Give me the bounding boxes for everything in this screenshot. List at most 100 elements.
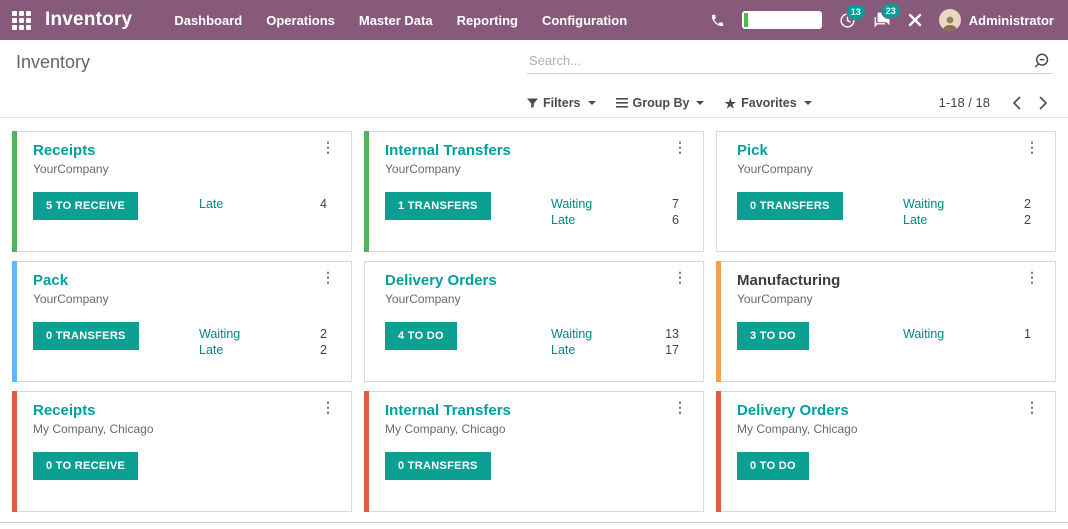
favorites-button[interactable]: ★ Favorites [724, 96, 812, 110]
caret-down-icon [696, 101, 705, 105]
menu-dashboard[interactable]: Dashboard [174, 12, 243, 28]
kebab-menu-icon[interactable]: ⋮ [1025, 139, 1039, 155]
menu-operations[interactable]: Operations [266, 12, 335, 28]
stat-value[interactable]: 2 [320, 327, 327, 341]
card-title[interactable]: Delivery Orders [385, 272, 497, 289]
kebab-menu-icon[interactable]: ⋮ [1025, 399, 1039, 415]
kanban-card[interactable]: ⋮ Internal Transfers YourCompany 1 TRANS… [364, 131, 704, 252]
search-options: Filters Group By ★ Favorites [527, 96, 812, 110]
kanban-view: ⋮ Receipts YourCompany 5 TO RECEIVE Late… [0, 118, 1068, 512]
card-title[interactable]: Pack [33, 272, 69, 289]
user-avatar[interactable] [938, 9, 961, 31]
kanban-card[interactable]: ⋮ Receipts YourCompany 5 TO RECEIVE Late… [12, 131, 352, 252]
stat-value[interactable]: 2 [1024, 197, 1031, 211]
card-action-button[interactable]: 0 TRANSFERS [737, 192, 843, 220]
kanban-card[interactable]: ⋮ Pick YourCompany 0 TRANSFERS Waiting 2 L… [716, 131, 1056, 252]
pager-next-button[interactable] [1035, 96, 1052, 110]
kanban-card[interactable]: ⋮ Internal Transfers My Company, Chicago… [364, 391, 704, 512]
stat-label[interactable]: Late [551, 213, 576, 227]
messages-button[interactable]: 23 [873, 3, 901, 29]
pager-range: 1-18 / 18 [938, 95, 990, 110]
kebab-menu-icon[interactable]: ⋮ [1025, 269, 1039, 285]
phone-icon[interactable] [710, 13, 725, 28]
card-title[interactable]: Internal Transfers [385, 402, 511, 419]
stat-value[interactable]: 2 [320, 343, 327, 357]
stat-value[interactable]: 2 [1024, 213, 1031, 227]
card-action-button[interactable]: 1 TRANSFERS [385, 192, 491, 220]
kebab-menu-icon[interactable]: ⋮ [321, 139, 335, 155]
card-action-button[interactable]: 0 TO RECEIVE [33, 452, 139, 480]
kanban-card[interactable]: ⋮ Pack YourCompany 0 TRANSFERS Waiting 2 L… [12, 261, 352, 382]
search-input[interactable] [527, 50, 1052, 74]
person-icon [942, 16, 957, 31]
apps-menu-icon[interactable] [12, 10, 31, 30]
stat-label[interactable]: Waiting [551, 197, 593, 211]
kebab-menu-icon[interactable]: ⋮ [321, 269, 335, 285]
stat-row: Waiting 13 [551, 326, 679, 342]
stat-row: Late 6 [551, 212, 679, 228]
pager-prev-button[interactable] [1008, 96, 1025, 110]
stat-label[interactable]: Waiting [551, 327, 593, 341]
stat-value[interactable]: 7 [672, 197, 679, 211]
menu-master-data[interactable]: Master Data [358, 12, 433, 28]
kebab-menu-icon[interactable]: ⋮ [673, 399, 687, 415]
kanban-card[interactable]: ⋮ Manufacturing YourCompany 3 TO DO Wait… [716, 261, 1056, 382]
card-stats: Waiting 7 Late 6 [551, 196, 679, 228]
timer-progress [743, 13, 748, 27]
filters-button[interactable]: Filters [527, 96, 596, 110]
card-company: YourCompany [33, 162, 109, 176]
card-action-button[interactable]: 4 TO DO [385, 322, 457, 350]
menu-reporting[interactable]: Reporting [456, 12, 518, 28]
stat-value[interactable]: 13 [665, 327, 679, 341]
card-action-button[interactable]: 5 TO RECEIVE [33, 192, 139, 220]
stat-label[interactable]: Late [551, 343, 576, 357]
kanban-card[interactable]: ⋮ Receipts My Company, Chicago 0 TO RECE… [12, 391, 352, 512]
card-title[interactable]: Receipts [33, 402, 96, 419]
card-accent-bar [716, 261, 721, 382]
stat-label[interactable]: Waiting [903, 197, 945, 211]
stat-label[interactable]: Late [199, 197, 224, 211]
kanban-card[interactable]: ⋮ Delivery Orders My Company, Chicago 0 … [716, 391, 1056, 512]
stat-label[interactable]: Late [903, 213, 928, 227]
group-by-button[interactable]: Group By [615, 96, 705, 110]
activities-button[interactable]: 13 [839, 3, 866, 29]
menu-configuration[interactable]: Configuration [541, 12, 628, 28]
caret-down-icon [587, 101, 596, 105]
card-action-button[interactable]: 0 TRANSFERS [33, 322, 139, 350]
kebab-menu-icon[interactable]: ⋮ [673, 269, 687, 285]
timer-widget[interactable] [741, 11, 822, 29]
stat-value[interactable]: 6 [672, 213, 679, 227]
stat-row: Late 2 [903, 212, 1031, 228]
card-title[interactable]: Pick [737, 142, 768, 159]
tools-icon[interactable] [908, 13, 922, 27]
card-company: YourCompany [737, 162, 813, 176]
search-magnifier-icon[interactable] [1034, 52, 1052, 70]
control-panel: Inventory Filters Group By ★ Favorites 1… [0, 40, 1068, 118]
stat-label[interactable]: Late [199, 343, 224, 357]
stat-label[interactable]: Waiting [903, 327, 945, 341]
card-stats: Waiting 13 Late 17 [551, 326, 679, 358]
user-name[interactable]: Administrator [968, 12, 1054, 28]
kebab-menu-icon[interactable]: ⋮ [321, 399, 335, 415]
card-action-button[interactable]: 0 TO DO [737, 452, 809, 480]
stat-row: Waiting 2 [199, 326, 327, 342]
pager: 1-18 / 18 [939, 95, 1052, 110]
card-accent-bar [364, 391, 369, 512]
kebab-menu-icon[interactable]: ⋮ [673, 139, 687, 155]
card-title[interactable]: Manufacturing [737, 272, 841, 289]
bottom-divider [0, 522, 1068, 523]
card-accent-bar [12, 261, 17, 382]
app-title[interactable]: Inventory [45, 9, 133, 30]
breadcrumb[interactable]: Inventory [16, 52, 91, 72]
stat-value[interactable]: 17 [665, 343, 679, 357]
card-action-button[interactable]: 0 TRANSFERS [385, 452, 491, 480]
kanban-card[interactable]: ⋮ Delivery Orders YourCompany 4 TO DO Wa… [364, 261, 704, 382]
card-action-button[interactable]: 3 TO DO [737, 322, 809, 350]
filter-funnel-icon [527, 97, 538, 108]
stat-label[interactable]: Waiting [199, 327, 241, 341]
card-title[interactable]: Delivery Orders [737, 402, 849, 419]
card-title[interactable]: Receipts [33, 142, 96, 159]
card-title[interactable]: Internal Transfers [385, 142, 511, 159]
stat-value[interactable]: 4 [320, 197, 327, 211]
stat-value[interactable]: 1 [1024, 327, 1031, 341]
